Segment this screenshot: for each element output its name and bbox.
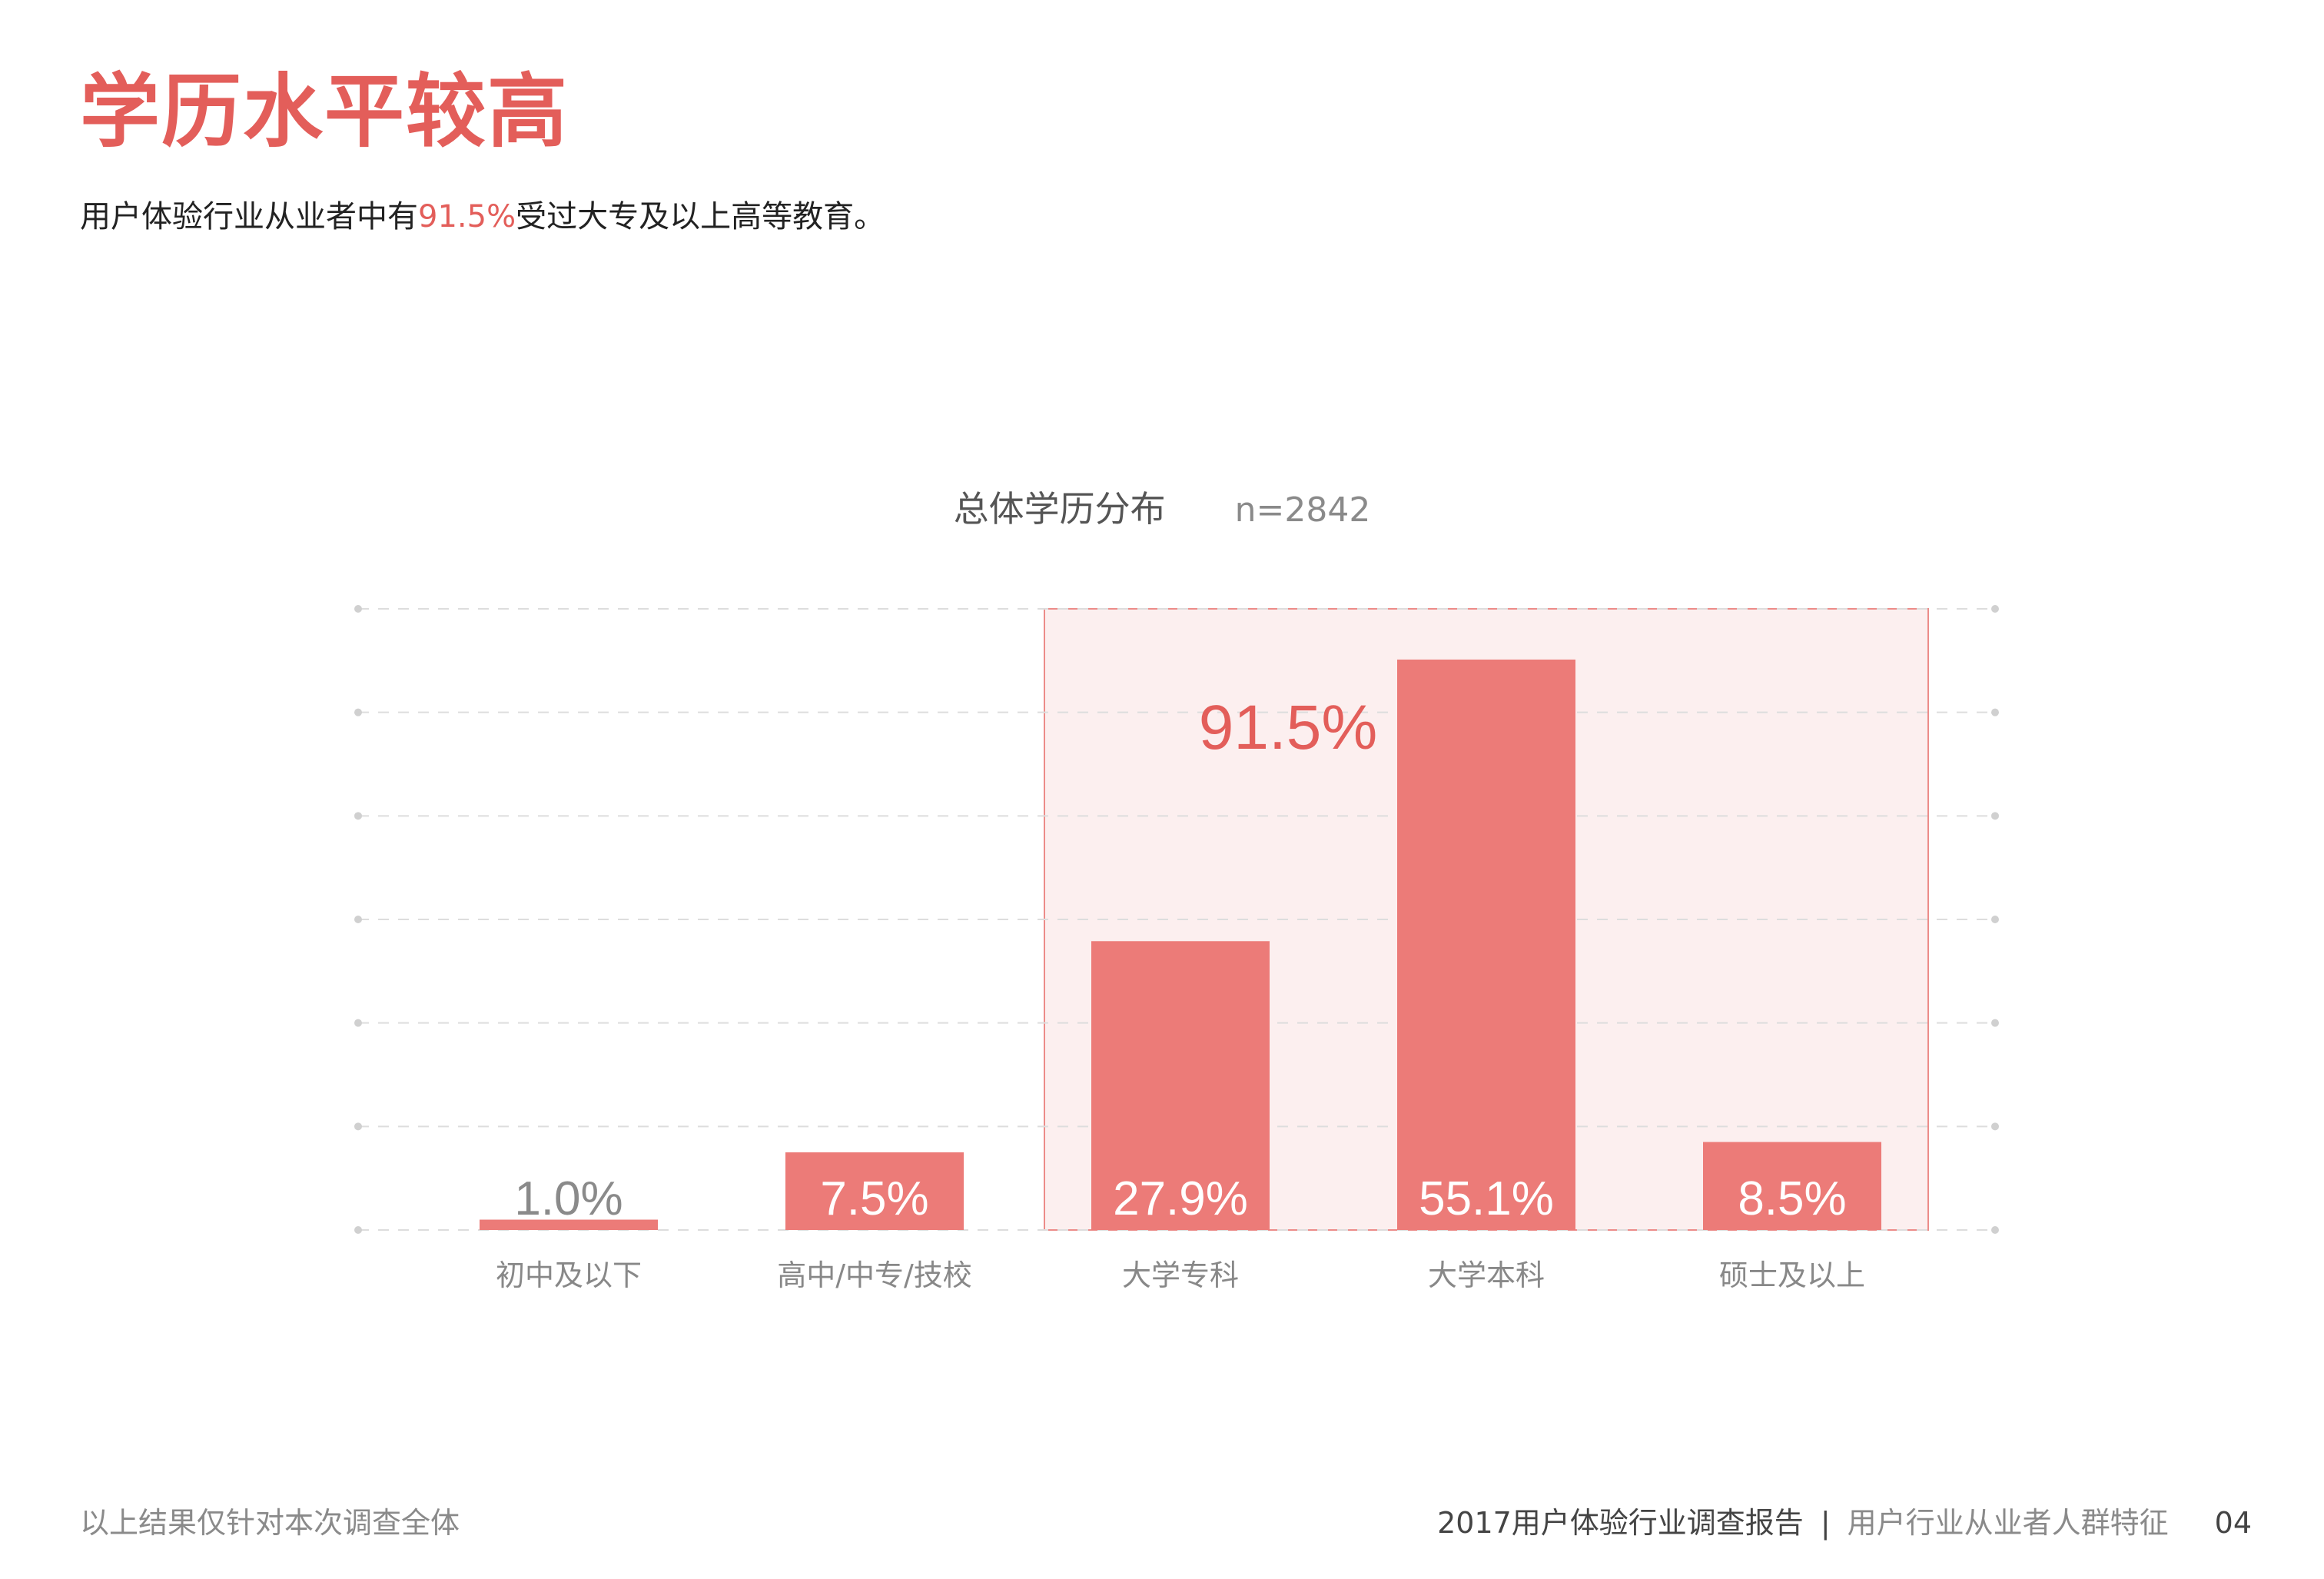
gridline-dot-right (1991, 1019, 1999, 1027)
gridline-dot-left (354, 708, 362, 716)
subtitle-prefix: 用户体验行业从业者中有 (80, 199, 418, 234)
gridline-dot-left (354, 1019, 362, 1027)
gridline-dot-right (1991, 605, 1999, 613)
gridline-dot-right (1991, 812, 1999, 820)
page-title: 学历水平较高 (80, 65, 569, 158)
category-label-5: 硕士及以上 (1719, 1258, 1865, 1292)
chart-sample-size: n=2842 (1234, 490, 1371, 530)
footer-report-title: 2017用户体验行业调查报告 (1437, 1506, 1804, 1540)
gridline-dot-left (354, 916, 362, 923)
gridline-dot-left (354, 1226, 362, 1234)
category-label-3: 大学专科 (1122, 1258, 1239, 1292)
subtitle-highlight: 91.5% (418, 199, 516, 234)
highlight-total-label: 91.5% (1199, 693, 1378, 763)
gridline-dot-right (1991, 916, 1999, 923)
value-label-3: 27.9% (1113, 1172, 1248, 1225)
footer-info: 2017用户体验行业调查报告 | 用户行业从业者人群特征 04 (1437, 1499, 2252, 1541)
value-label-4: 55.1% (1419, 1172, 1554, 1225)
gridline-dot-left (354, 812, 362, 820)
category-label-1: 初中及以下 (496, 1258, 642, 1292)
value-label-2: 7.5% (820, 1172, 928, 1225)
chart-title-text: 总体学历分布 (953, 488, 1166, 530)
gridline-dot-left (354, 1122, 362, 1131)
bar-4 (1397, 659, 1575, 1230)
footer-note: 以上结果仅针对本次调查全体 (80, 1506, 460, 1540)
gridline-dot-right (1991, 708, 1999, 716)
bar-2 (785, 1152, 964, 1230)
page-subtitle: 用户体验行业从业者中有91.5%受过大专及以上高等教育。 (80, 198, 885, 235)
page-number: 04 (2214, 1506, 2252, 1540)
bar-1 (480, 1219, 658, 1230)
footer-separator: | (1820, 1506, 1831, 1540)
category-label-4: 大学本科 (1428, 1258, 1545, 1292)
gridline-dot-left (354, 605, 362, 613)
value-label-1: 1.0% (514, 1172, 622, 1225)
footer-section-title: 用户行业从业者人群特征 (1847, 1506, 2169, 1540)
gridline-dot-right (1991, 1122, 1999, 1131)
value-label-5: 8.5% (1738, 1172, 1846, 1225)
subtitle-suffix: 受过大专及以上高等教育。 (516, 199, 885, 234)
bar-5 (1703, 1142, 1881, 1230)
bar-3 (1091, 941, 1270, 1230)
chart-title: 总体学历分布 n=2842 (0, 481, 2324, 532)
category-label-2: 高中/中专/技校 (777, 1258, 972, 1292)
gridline-dot-right (1991, 1226, 1999, 1234)
